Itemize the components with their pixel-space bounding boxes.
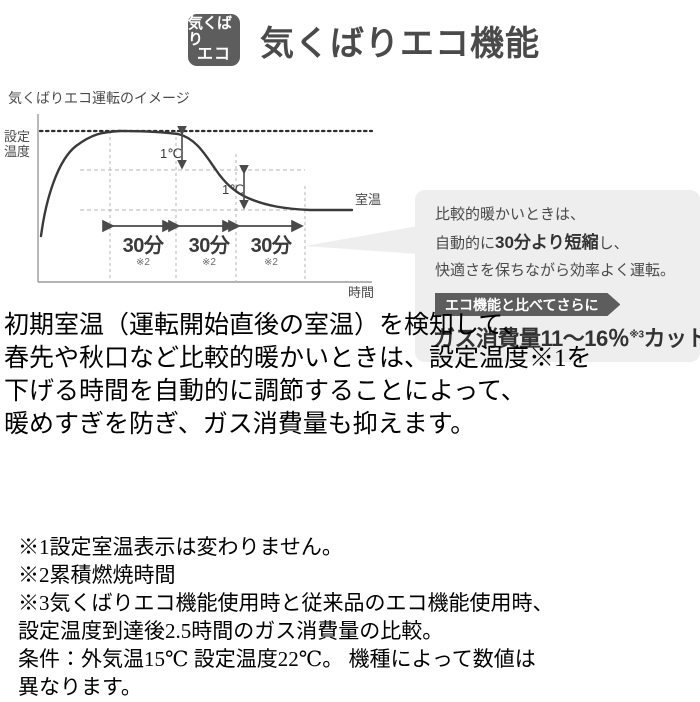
duration-segment-2: 30分 ※2 xyxy=(176,229,242,268)
body-line-3: 下げる時間を自動的に調節することによって、 xyxy=(4,378,526,405)
chart-figure: 気くばりエコ運転のイメージ 設定 温度 xyxy=(0,86,700,362)
callout-text: 比較的暖かいときは、 自動的に30分より短縮し、 快適さを保ちながら効率よく運転… xyxy=(435,202,675,284)
duration-note-2: ※2 xyxy=(202,257,216,268)
temp-drop-label-1: 1℃ xyxy=(160,146,182,161)
body-copy: 初期室温（運転開始直後の室温）を検知して、 春先や秋口など比較的暖かいときは、設… xyxy=(4,309,592,441)
x-axis-label: 時間 xyxy=(348,285,375,300)
callout-line-2-pre: 自動的に xyxy=(435,235,496,253)
footnote-line-5: 条件：外気温15℃ 設定温度22℃。 機種によって数値は xyxy=(18,646,536,671)
gas-reduction-footnote-ref: ※3 xyxy=(629,329,644,341)
body-line-2: 春先や秋口など比較的暖かいときは、設定温度※1を xyxy=(4,345,592,372)
kikubari-eco-badge: 気くばり エコ xyxy=(188,14,240,66)
duration-label-1: 30分 xyxy=(122,235,164,257)
duration-segment-1: 30分 ※2 xyxy=(110,229,176,268)
room-temperature-curve xyxy=(39,129,354,238)
footnote-line-4: 設定温度到達後2.5時間のガス消費量の比較。 xyxy=(18,618,444,643)
callout-line-3: 快適さを保ちながら効率よく運転。 xyxy=(435,262,676,279)
duration-label-2: 30分 xyxy=(188,235,230,257)
comparison-banner: エコ機能と比べてさらに xyxy=(435,293,620,316)
callout-line-1: 比較的暖かいときは、 xyxy=(435,206,586,223)
footnote-line-1: ※1設定室温表示は変わりません。 xyxy=(18,535,343,559)
callout-connector-wedge xyxy=(305,226,418,254)
callout-line-2-strong: 30分より短縮 xyxy=(495,233,599,253)
duration-note-1: ※2 xyxy=(136,257,150,268)
footnote-line-2: ※2累積燃焼時間 xyxy=(18,562,176,587)
page-header: 気くばり エコ 気くばりエコ機能 xyxy=(188,14,540,66)
footnotes: ※1設定室温表示は変わりません。 ※2累積燃焼時間 ※3気くばりエコ機能使用時と… xyxy=(18,534,554,702)
chart-title: 気くばりエコ運転のイメージ xyxy=(8,90,190,106)
callout-box: 比較的暖かいときは、 自動的に30分より短縮し、 快適さを保ちながら効率よく運転… xyxy=(415,190,700,362)
duration-segment-3: 30分 ※2 xyxy=(238,229,304,268)
y-axis-label: 設定 温度 xyxy=(4,129,31,160)
body-line-1: 初期室温（運転開始直後の室温）を検知して、 xyxy=(4,312,528,339)
temp-drop-label-2: 1℃ xyxy=(222,182,244,197)
y-axis-label-line2: 温度 xyxy=(4,143,31,159)
badge-label-line1: 気くばり xyxy=(188,14,232,48)
gas-reduction-value: ガス消費量11～16％ xyxy=(433,326,630,351)
temperature-curve-chart xyxy=(37,114,418,283)
series-label-room-temperature: 室温 xyxy=(355,192,382,207)
footnote-line-3: ※3気くばりエコ機能使用時と従来品のエコ機能使用時、 xyxy=(18,590,554,615)
gas-reduction-statement: ガス消費量11～16％※3カット xyxy=(433,321,700,353)
duration-note-3: ※2 xyxy=(264,257,278,268)
badge-label-line2: エコ xyxy=(196,46,231,64)
page-title: 気くばりエコ機能 xyxy=(260,24,540,63)
footnote-line-6: 異なります。 xyxy=(18,674,142,699)
y-axis-label-line1: 設定 xyxy=(4,129,31,144)
gas-reduction-suffix: カット xyxy=(643,326,700,351)
duration-label-3: 30分 xyxy=(250,235,292,257)
callout-line-2: 自動的に30分より短縮し、 xyxy=(435,228,675,258)
body-line-4: 暖めすぎを防ぎ、ガス消費量も抑えます。 xyxy=(4,411,476,438)
callout-line-2-post: し、 xyxy=(598,235,629,253)
